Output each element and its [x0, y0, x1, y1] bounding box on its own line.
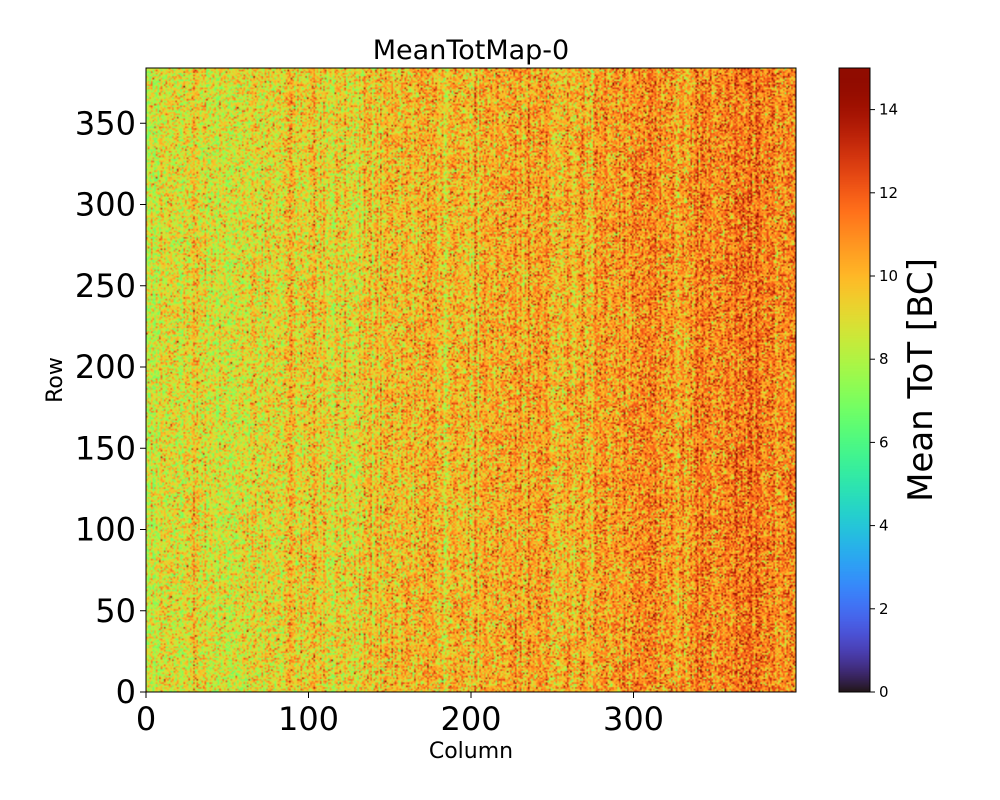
chart-title: MeanTotMap-0 [373, 35, 569, 66]
y-tick-label: 150 [75, 429, 136, 467]
y-axis-label: Row [43, 357, 68, 403]
x-tick-label: 200 [440, 700, 501, 738]
heatmap-image [146, 68, 796, 692]
y-tick-label: 100 [75, 511, 136, 549]
colorbar-tick-label: 12 [879, 184, 898, 202]
colorbar-tick-label: 6 [879, 433, 889, 451]
y-tick-label: 300 [75, 186, 136, 224]
colorbar-tick-label: 2 [879, 600, 889, 618]
plot-frame [145, 67, 797, 693]
x-tick-label: 100 [278, 700, 339, 738]
colorbar-tick-label: 10 [879, 267, 898, 285]
y-tick-label: 0 [116, 673, 136, 711]
y-axis: 0 50 100 150 200 250 300 350 [75, 104, 146, 711]
x-axis-label: Column [429, 739, 513, 764]
colorbar-tick-label: 14 [879, 101, 898, 119]
x-tick-label: 300 [603, 700, 664, 738]
colorbar-tick-label: 4 [879, 517, 889, 535]
colorbar-axis: 0 2 4 6 8 10 12 14 [870, 101, 898, 701]
y-tick-label: 50 [95, 592, 136, 630]
y-tick-label: 250 [75, 267, 136, 305]
x-tick-label: 0 [136, 700, 156, 738]
colorbar-tick-label: 8 [879, 350, 889, 368]
colorbar-label: Mean ToT [BC] [901, 258, 941, 502]
y-tick-label: 200 [75, 348, 136, 386]
y-tick-label: 350 [75, 104, 136, 142]
colorbar-tick-label: 0 [879, 683, 889, 701]
colorbar-frame [838, 67, 871, 693]
colorbar-gradient [839, 68, 870, 692]
x-axis: 0 100 200 300 [136, 692, 664, 738]
